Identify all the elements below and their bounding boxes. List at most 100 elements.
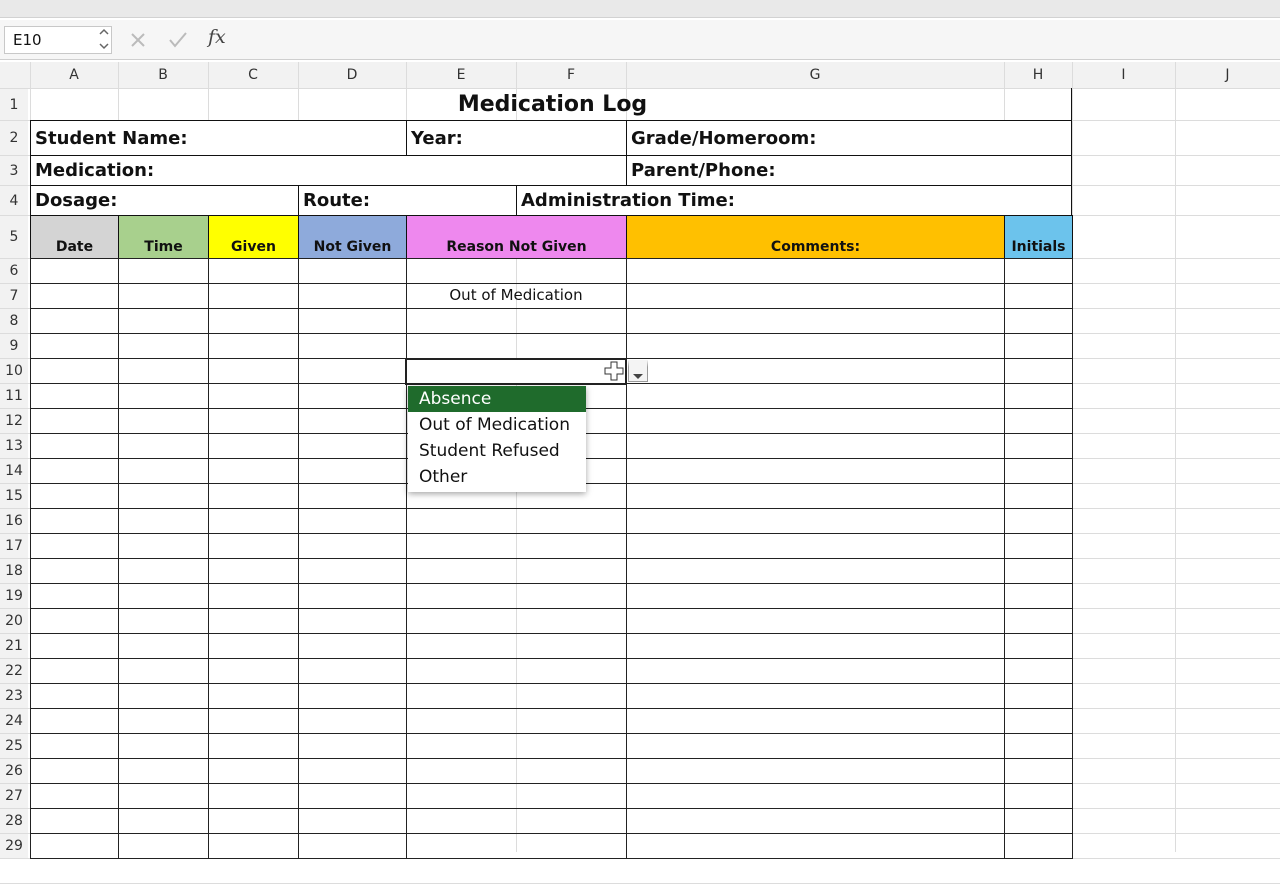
table-cell <box>208 508 299 534</box>
dropdown-option[interactable]: Absence <box>408 386 586 412</box>
table-cell <box>406 733 627 759</box>
table-cell <box>208 333 299 359</box>
label-cell: Student Name: <box>30 120 408 156</box>
table-header: Initials <box>1004 215 1073 259</box>
table-cell <box>406 608 627 634</box>
row-header: 10 <box>0 359 28 383</box>
label-cell: Medication: <box>30 155 628 186</box>
table-header: Date <box>30 215 119 259</box>
table-cell <box>118 458 209 484</box>
table-cell <box>1004 658 1073 684</box>
table-cell <box>118 658 209 684</box>
table-cell <box>626 683 1005 709</box>
table-cell <box>118 333 209 359</box>
table-cell <box>298 758 407 784</box>
table-cell <box>1004 758 1073 784</box>
grid-line <box>0 88 1280 89</box>
table-cell <box>1004 733 1073 759</box>
row-header: 13 <box>0 434 28 458</box>
table-cell <box>1004 783 1073 809</box>
table-cell <box>30 483 119 509</box>
row-header: 11 <box>0 384 28 408</box>
table-cell <box>118 633 209 659</box>
table-cell <box>626 333 1005 359</box>
table-cell <box>1004 408 1073 434</box>
row-header: 12 <box>0 409 28 433</box>
table-cell <box>208 583 299 609</box>
dropdown-list[interactable]: Absence Out of Medication Student Refused O… <box>408 386 586 492</box>
table-cell <box>30 733 119 759</box>
table-cell <box>30 558 119 584</box>
cell-text: Out of Medication <box>449 286 583 304</box>
column-header: C <box>208 62 298 88</box>
label-cell: Medication Log <box>30 88 1072 121</box>
table-header: Reason Not Given <box>406 215 627 259</box>
dropdown-button <box>628 360 648 382</box>
table-cell <box>30 458 119 484</box>
table-cell <box>118 608 209 634</box>
table-cell <box>298 808 407 834</box>
dropdown-option[interactable]: Student Refused <box>419 441 560 461</box>
column-header: H <box>1004 62 1072 88</box>
table-cell <box>298 258 407 284</box>
table-cell <box>626 533 1005 559</box>
table-cell <box>1004 583 1073 609</box>
table-cell <box>626 783 1005 809</box>
table-cell <box>118 583 209 609</box>
table-cell <box>1004 683 1073 709</box>
table-cell <box>208 633 299 659</box>
column-header: F <box>516 62 626 88</box>
table-cell <box>406 658 627 684</box>
column-header: I <box>1072 62 1175 88</box>
table-cell <box>30 783 119 809</box>
table-cell <box>626 358 1005 384</box>
table-cell <box>30 383 119 409</box>
table-cell <box>1004 383 1073 409</box>
row-header: 1 <box>0 89 28 120</box>
table-cell <box>208 783 299 809</box>
table-cell <box>118 408 209 434</box>
table-cell <box>298 433 407 459</box>
table-cell <box>118 308 209 334</box>
table-cell <box>1004 258 1073 284</box>
table-cell <box>1004 833 1073 859</box>
table-cell <box>406 683 627 709</box>
table-cell <box>30 533 119 559</box>
table-cell <box>208 433 299 459</box>
table-cell <box>298 608 407 634</box>
table-cell <box>298 333 407 359</box>
name-box[interactable]: E10 <box>4 26 112 54</box>
dropdown-option[interactable]: Out of Medication <box>419 415 570 435</box>
table-cell <box>626 508 1005 534</box>
label-cell: Grade/Homeroom: <box>626 120 1072 156</box>
row-header: 3 <box>0 156 28 185</box>
table-cell <box>626 733 1005 759</box>
table-cell <box>30 758 119 784</box>
table-cell <box>298 708 407 734</box>
table-cell <box>30 633 119 659</box>
table-cell <box>208 758 299 784</box>
table-cell <box>30 658 119 684</box>
function-button[interactable]: fx <box>208 26 226 48</box>
table-cell <box>406 783 627 809</box>
table-header: Not Given <box>298 215 407 259</box>
table-cell <box>208 658 299 684</box>
row-header: 2 <box>0 121 28 155</box>
table-cell <box>208 483 299 509</box>
table-cell <box>298 558 407 584</box>
row-header: 16 <box>0 509 28 533</box>
table-cell <box>118 558 209 584</box>
table-cell <box>1004 558 1073 584</box>
table-cell <box>626 758 1005 784</box>
table-cell <box>626 433 1005 459</box>
formula-bar <box>0 20 1280 60</box>
table-cell <box>30 508 119 534</box>
table-cell <box>208 683 299 709</box>
row-header: 17 <box>0 534 28 558</box>
toolbar <box>0 0 1280 18</box>
cross-cursor <box>604 361 624 381</box>
row-header: 24 <box>0 709 28 733</box>
row-header: 8 <box>0 309 28 333</box>
dropdown-option[interactable]: Other <box>419 467 468 487</box>
